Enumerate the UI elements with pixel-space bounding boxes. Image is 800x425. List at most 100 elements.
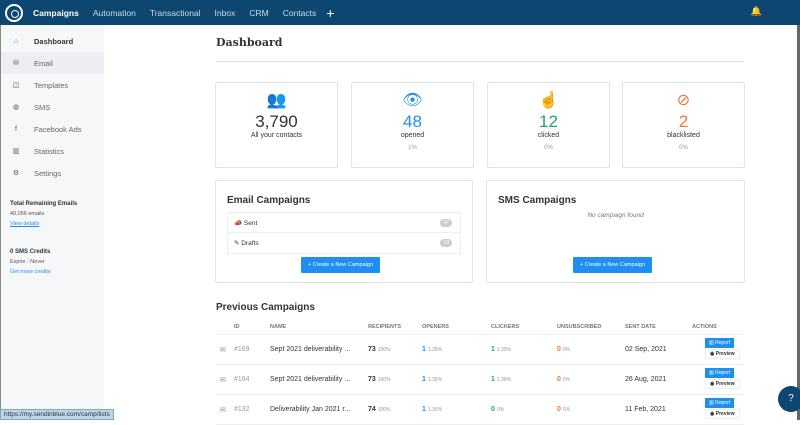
preview-button[interactable]: ◉ Preview — [705, 379, 740, 389]
unsubscribed: 0 — [557, 346, 561, 353]
sms-expire: Expire : Never — [10, 259, 45, 265]
sidebar: ⌂ Dashboard ✉ Email ◫ Templates ◍ SMS f Facebook … — [0, 25, 104, 420]
top-nav: Campaigns Automation Transactional Inbox… — [0, 0, 800, 25]
preview-button[interactable]: ◉ Preview — [705, 409, 740, 419]
remaining-emails-title: Total Remaining Emails — [10, 201, 78, 207]
sidebar-item-sms[interactable]: ◍ SMS — [1, 96, 104, 118]
templates-icon: ◫ — [12, 82, 20, 89]
sent-item[interactable]: 📣 Sent 47 — [228, 213, 460, 233]
stat-card-blacklisted[interactable]: ⊘ 2 blacklisted 0% — [622, 82, 745, 168]
column-header: OPENERS — [422, 324, 449, 330]
nav-inbox[interactable]: Inbox — [214, 7, 236, 18]
stat-value: 48 — [403, 112, 422, 131]
drafts-item[interactable]: ✎ Drafts 19 — [228, 233, 460, 253]
help-button[interactable]: ? — [778, 386, 800, 412]
previous-campaigns-title: Previous Campaigns — [216, 302, 315, 313]
table-header: ID NAME RECIPIENTS OPENERS CLICKERS UNSUBSCRI… — [216, 320, 744, 335]
sms-campaigns-title: SMS Campaigns — [498, 195, 577, 206]
eye-icon: 👁 — [402, 92, 423, 109]
block-icon: ⊘ — [676, 92, 691, 109]
pointer-icon: ☝ — [538, 92, 559, 109]
campaign-name[interactable]: Sept 2021 deliverability ... — [270, 346, 351, 353]
report-button[interactable]: ▥ Report — [705, 398, 735, 408]
openers: 1 — [422, 406, 426, 413]
email-campaigns-box: Email Campaigns 📣 Sent 47 ✎ Drafts 19 + Cr… — [215, 180, 473, 283]
nav-transactional[interactable]: Transactional — [149, 7, 201, 18]
stat-percent: 0% — [679, 145, 688, 151]
sidebar-item-label: Templates — [34, 80, 69, 90]
envelope-icon: ✉ — [220, 346, 226, 354]
campaigns-table: ID NAME RECIPIENTS OPENERS CLICKERS UNSUBSCRI… — [216, 320, 744, 425]
table-row[interactable]: ✉ #164 Sept 2021 deliverability ... 73 1… — [216, 365, 744, 395]
column-header: RECIPIENTS — [368, 324, 402, 330]
report-button[interactable]: ▥ Report — [705, 338, 735, 348]
drafts-count: 19 — [440, 239, 452, 247]
gear-icon: ⚙ — [12, 170, 20, 177]
campaign-name[interactable]: Deliverability Jan 2021 r... — [270, 406, 351, 413]
sent-date: 26 Aug, 2021 — [625, 376, 667, 383]
sidebar-item-label: Dashboard — [34, 36, 74, 46]
create-email-campaign-button[interactable]: + Create a New Campaign — [301, 257, 380, 273]
sidebar-item-label: Facebook Ads — [34, 124, 82, 134]
view-details-link[interactable]: View details — [10, 221, 40, 227]
stat-card-clicked[interactable]: ☝ 12 clicked 0% — [487, 82, 610, 168]
stat-label: clicked — [537, 132, 560, 139]
nav-crm[interactable]: CRM — [249, 7, 269, 18]
sidebar-item-facebook-ads[interactable]: f Facebook Ads — [1, 118, 104, 140]
stat-label: All your contacts — [250, 132, 303, 139]
stat-label: opened — [400, 132, 425, 139]
envelope-icon: ✉ — [220, 376, 226, 384]
openers: 1 — [422, 346, 426, 353]
table-row[interactable]: ✉ #132 Deliverability Jan 2021 r... 74 1… — [216, 395, 744, 425]
column-header: NAME — [270, 324, 287, 330]
campaign-id: #132 — [234, 406, 250, 413]
remaining-emails-count: 40,056 emails — [10, 211, 45, 217]
table-row[interactable]: ✉ #169 Sept 2021 deliverability ... 73 1… — [216, 335, 744, 365]
sidebar-item-settings[interactable]: ⚙ Settings — [1, 162, 104, 184]
column-header: SENT DATE — [625, 324, 656, 330]
nav-campaigns[interactable]: Campaigns — [33, 7, 79, 18]
sidebar-item-label: Email — [34, 58, 53, 68]
no-campaign-text: No campaign found — [587, 212, 644, 219]
nav-automation[interactable]: Automation — [92, 7, 136, 18]
stat-label: blacklisted — [667, 132, 700, 139]
users-icon: 👥 — [266, 92, 287, 109]
page-title: Dashboard — [216, 36, 283, 49]
preview-button[interactable]: ◉ Preview — [705, 349, 740, 359]
stat-card-opened[interactable]: 👁 48 opened 1% — [351, 82, 474, 168]
sent-date: 02 Sep, 2021 — [625, 346, 667, 353]
sidebar-item-statistics[interactable]: ▥ Statistics — [1, 140, 104, 162]
divider — [216, 61, 744, 62]
column-header: UNSUBSCRIBED — [557, 324, 602, 330]
stat-percent: 1% — [408, 145, 417, 151]
column-header: ACTIONS — [692, 324, 717, 330]
remaining-emails: Total Remaining Emails 40,056 emails Vie… — [1, 201, 104, 227]
report-button[interactable]: ▥ Report — [705, 368, 735, 378]
sms-campaigns-box: SMS Campaigns No campaign found + Create… — [486, 180, 745, 283]
stat-percent: 0% — [544, 145, 553, 151]
stat-value: 12 — [539, 112, 558, 131]
openers: 1 — [422, 376, 426, 383]
unsubscribed: 0 — [557, 406, 561, 413]
sms-credits-title: 0 SMS Credits — [10, 249, 51, 255]
sidebar-item-templates[interactable]: ◫ Templates — [1, 74, 104, 96]
bell-icon[interactable]: 🔔 — [750, 6, 762, 16]
add-icon[interactable]: + — [326, 4, 335, 21]
clickers: 1 — [491, 346, 495, 353]
campaign-name[interactable]: Sept 2021 deliverability ... — [270, 376, 351, 383]
sidebar-item-label: SMS — [34, 102, 51, 112]
recipients: 73 — [368, 346, 376, 353]
unsubscribed: 0 — [557, 376, 561, 383]
clickers: 0 — [491, 406, 495, 413]
sidebar-item-dashboard[interactable]: ⌂ Dashboard — [1, 30, 104, 52]
sidebar-item-email[interactable]: ✉ Email — [1, 52, 104, 74]
nav-contacts[interactable]: Contacts — [282, 7, 317, 18]
get-credits-link[interactable]: Get more credits — [10, 269, 51, 275]
envelope-icon: ✉ — [220, 406, 226, 414]
email-campaigns-title: Email Campaigns — [227, 195, 311, 206]
column-header: CLICKERS — [491, 324, 520, 330]
stat-card-contacts[interactable]: 👥 3,790 All your contacts — [215, 82, 338, 168]
create-sms-campaign-button[interactable]: + Create a New Campaign — [573, 257, 652, 273]
sms-credits: 0 SMS Credits Expire : Never Get more cr… — [1, 249, 104, 275]
logo-icon[interactable] — [5, 3, 23, 22]
